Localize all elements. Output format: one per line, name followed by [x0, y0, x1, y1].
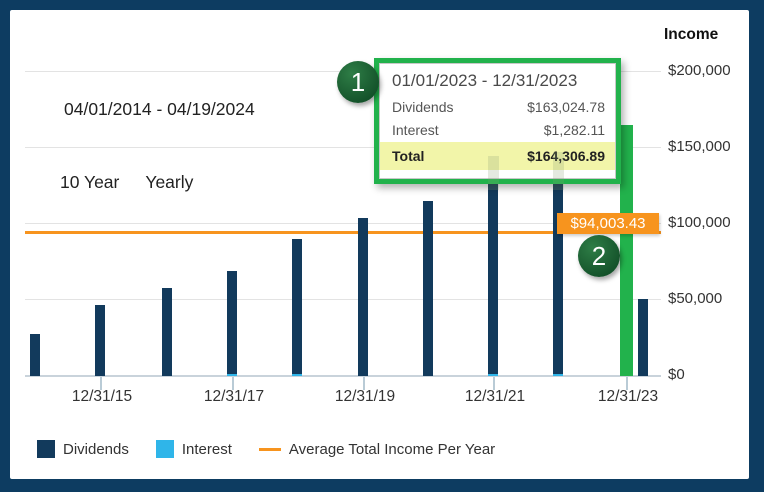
gridline-100000 [25, 223, 661, 224]
y-axis-label: $150,000 [668, 138, 731, 155]
average-income-line [25, 231, 661, 234]
ghost-bar-2022 [553, 152, 564, 190]
callout-circle-2: 2 [578, 235, 620, 277]
bar-04/19/24[interactable] [638, 299, 648, 376]
tooltip-row-interest: Interest $1,282.11 [380, 119, 615, 142]
legend-average-label: Average Total Income Per Year [288, 440, 496, 458]
dividends-segment [95, 305, 105, 376]
y-axis-label: $100,000 [668, 214, 731, 231]
legend-item-interest[interactable]: Interest [155, 440, 232, 458]
dividends-segment [227, 271, 237, 374]
ghost-bar-2021 [488, 156, 499, 190]
tooltip-row-dividends: Dividends $163,024.78 [380, 96, 615, 119]
x-axis-label: 12/31/21 [464, 388, 526, 405]
income-axis-title: Income [664, 26, 719, 43]
x-tick [363, 377, 365, 390]
dividends-segment [292, 239, 302, 374]
average-line-swatch-icon [258, 447, 281, 451]
bar-12/31/22[interactable] [553, 151, 563, 376]
tooltip-row-total: Total $164,306.89 [380, 142, 615, 170]
dividends-segment [162, 288, 172, 376]
bar-12/31/15[interactable] [95, 305, 105, 376]
x-axis-label: 12/31/17 [203, 388, 265, 405]
interest-segment [292, 374, 302, 376]
tooltip-dividends-label: Dividends [392, 99, 454, 115]
tooltip-total-value: $164,306.89 [527, 148, 605, 164]
legend-interest-label: Interest [181, 440, 232, 458]
x-axis-label: 12/31/19 [334, 388, 396, 405]
frequency-label[interactable]: Yearly [145, 172, 194, 192]
interest-segment [488, 374, 498, 376]
dividends-segment [553, 151, 563, 374]
period-controls: 10 Year Yearly [60, 172, 219, 193]
y-axis-label: $50,000 [668, 290, 723, 307]
interest-segment [227, 374, 237, 376]
dividends-segment [638, 299, 648, 376]
legend-item-dividends[interactable]: Dividends [37, 440, 129, 458]
bar-12/31/18[interactable] [292, 239, 302, 376]
bar-12/31/20[interactable] [423, 201, 433, 376]
tooltip-interest-value: $1,282.11 [543, 122, 605, 138]
bar-12/31/14[interactable] [30, 334, 40, 376]
gridline-50000 [25, 299, 661, 300]
tooltip-interest-label: Interest [392, 122, 439, 138]
interest-segment [553, 374, 563, 376]
y-axis-label: $200,000 [668, 62, 731, 79]
x-tick [626, 377, 628, 390]
tooltip-body: 01/01/2023 - 12/31/2023 Dividends $163,0… [379, 63, 616, 179]
chart-tooltip: 01/01/2023 - 12/31/2023 Dividends $163,0… [374, 58, 621, 184]
period-label[interactable]: 10 Year [60, 172, 120, 192]
bar-12/31/16[interactable] [162, 288, 172, 376]
dividends-segment [488, 156, 498, 374]
dividends-segment [30, 334, 40, 376]
tooltip-total-label: Total [392, 148, 425, 164]
highlighted-bar-2023[interactable] [620, 125, 633, 376]
x-tick [100, 377, 102, 390]
legend-item-average[interactable]: Average Total Income Per Year [258, 440, 496, 458]
x-tick [493, 377, 495, 390]
x-axis-label: 12/31/15 [71, 388, 133, 405]
bar-12/31/21[interactable] [488, 156, 498, 376]
x-axis-baseline [25, 375, 661, 377]
tooltip-date-range: 01/01/2023 - 12/31/2023 [392, 71, 578, 90]
dividends-swatch-icon [37, 440, 55, 458]
y-axis-label: $0 [668, 366, 685, 383]
legend-dividends-label: Dividends [63, 440, 129, 458]
callout-circle-1: 1 [337, 61, 379, 103]
x-axis-label: 12/31/23 [597, 388, 659, 405]
interest-swatch-icon [155, 440, 174, 458]
dividends-segment [358, 218, 368, 376]
bar-12/31/19[interactable] [358, 218, 368, 376]
dividends-segment [423, 201, 433, 376]
date-range-label: 04/01/2014 - 04/19/2024 [64, 99, 255, 119]
gridline-150000 [25, 147, 661, 148]
average-value-badge: $94,003.43 [557, 213, 659, 234]
tooltip-dividends-value: $163,024.78 [527, 99, 605, 115]
bar-12/31/17[interactable] [227, 271, 237, 376]
x-tick [232, 377, 234, 390]
chart-legend: Dividends Interest Average Total Income … [37, 440, 522, 458]
